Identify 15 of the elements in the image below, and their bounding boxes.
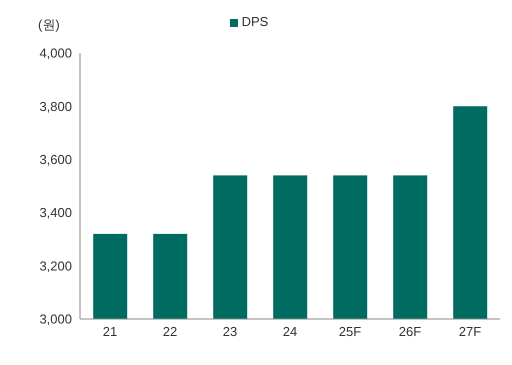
x-tick-label: 25F bbox=[338, 324, 362, 340]
x-tick-label: 22 bbox=[162, 324, 178, 340]
y-tick-label: 4,000 bbox=[39, 46, 72, 61]
y-tick-label: 3,800 bbox=[39, 98, 72, 114]
x-tick-label: 24 bbox=[282, 324, 298, 340]
x-tick-label: 21 bbox=[102, 324, 118, 340]
x-tick-label: 23 bbox=[222, 324, 238, 340]
legend-label: DPS bbox=[242, 14, 268, 29]
x-tick-label: 26F bbox=[398, 324, 422, 340]
y-tick-label: 3,000 bbox=[39, 312, 72, 327]
y-tick-label: 3,400 bbox=[39, 205, 72, 220]
x-tick-label: 27F bbox=[458, 324, 482, 340]
y-tick-label: 3,600 bbox=[39, 152, 72, 168]
y-tick-label: 3,200 bbox=[39, 258, 72, 274]
y-axis-title: (원) bbox=[38, 16, 60, 34]
